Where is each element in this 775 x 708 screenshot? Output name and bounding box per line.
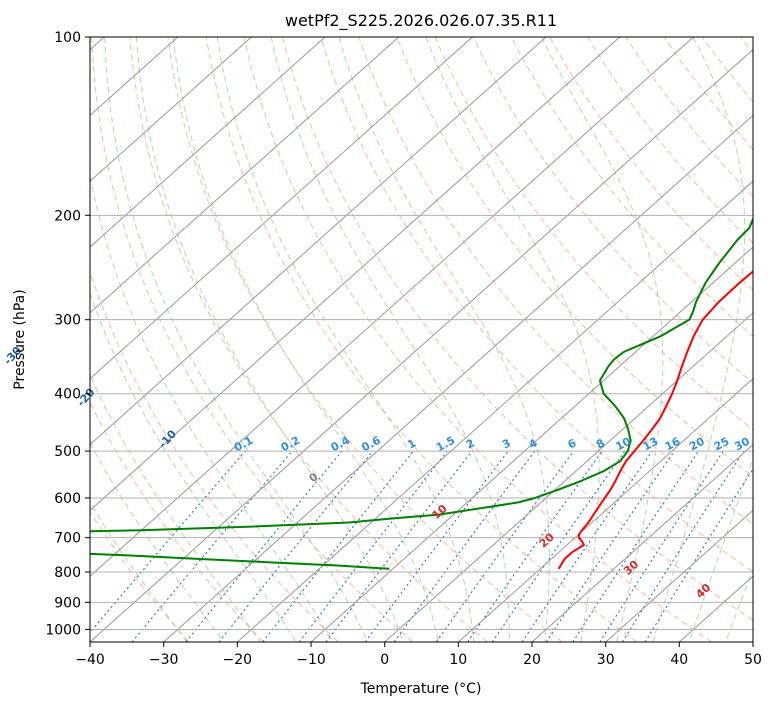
y-axis-label: Pressure (hPa)	[12, 289, 28, 389]
mixing-ratio-line	[218, 450, 374, 642]
isotherm-line	[163, 114, 753, 642]
mixing-ratio-label: 25	[712, 435, 732, 454]
x-tick-label: −30	[149, 652, 179, 668]
x-tick-label: −20	[223, 652, 253, 668]
mixing-ratio-line	[131, 450, 293, 642]
y-axis-ticks: 100 200 300 400 500 600 700 800 900 1000	[45, 30, 90, 638]
isotherm-line	[531, 443, 753, 642]
gridlines	[90, 37, 753, 642]
mixing-ratio-line	[185, 450, 343, 642]
mixing-ratio-label: 10	[613, 435, 633, 454]
isotherm-line	[90, 48, 753, 642]
dry-adiabat-line	[129, 37, 488, 642]
mixing-ratio-line	[325, 450, 473, 642]
moist-adiabat-line	[90, 173, 333, 642]
isotherm-line	[90, 37, 252, 182]
y-tick-label: 600	[54, 491, 81, 507]
moist-adiabat-line	[90, 441, 225, 642]
isotherm-line	[236, 180, 753, 642]
dry-adiabat-line	[167, 37, 563, 642]
x-tick-label: 30	[597, 652, 615, 668]
y-tick-label: 500	[54, 444, 81, 460]
dry-adiabat-line	[90, 510, 190, 642]
x-tick-label: 40	[670, 652, 688, 668]
y-tick-label: 800	[54, 565, 81, 581]
dry-adiabat-line	[320, 37, 753, 573]
chart-title: wetPf2_S225.2026.026.07.35.R11	[285, 11, 557, 31]
moist-adiabat-line	[338, 37, 550, 642]
moist-adiabat-line	[172, 37, 439, 642]
moist-adiabat-line	[216, 37, 475, 642]
isotherm-line	[310, 246, 753, 642]
dewpoint-profile-line	[90, 216, 753, 570]
mixing-ratio-label: 20	[687, 435, 707, 454]
isotherm-line	[90, 37, 400, 314]
mixing-ratio-label: 13	[641, 435, 661, 454]
mixing-ratio-line	[298, 450, 448, 642]
isotherm-line	[384, 312, 753, 642]
isotherm-line	[90, 37, 547, 446]
y-tick-label: 700	[54, 531, 81, 547]
dry-adiabat-line	[282, 37, 753, 621]
isotherm-line	[90, 37, 326, 248]
mixing-ratio-label: 16	[663, 435, 683, 454]
moist-adiabat-line	[90, 501, 188, 642]
dry-adiabat-line	[511, 37, 753, 338]
mixing-ratio-line	[90, 450, 246, 634]
y-tick-label: 100	[54, 30, 81, 46]
moist-adiabat-line	[135, 37, 404, 642]
dry-adiabat-line	[90, 270, 339, 642]
x-tick-label: 10	[449, 652, 467, 668]
y-tick-label: 900	[54, 595, 81, 611]
dry-adiabat-line	[549, 37, 753, 291]
dry-adiabat-line	[205, 37, 638, 642]
isotherm-line	[605, 509, 753, 642]
plot-area	[90, 37, 753, 642]
moist-adiabat-line	[541, 37, 664, 642]
y-tick-label: 300	[54, 313, 81, 329]
isotherm-line	[90, 37, 694, 577]
isotherm-line	[90, 37, 473, 380]
moist-adiabat-line	[90, 374, 261, 642]
isotherm-line	[90, 37, 621, 512]
mixing-ratio-label: 30	[732, 435, 752, 454]
mixing-ratio-line	[572, 450, 700, 642]
moist-adiabat-line	[425, 37, 600, 642]
y-tick-label: 1000	[45, 622, 81, 638]
dry-adiabat-line	[434, 37, 753, 431]
x-tick-label: 0	[380, 652, 389, 668]
x-tick-label: −40	[75, 652, 105, 668]
dry-adiabat-line	[472, 37, 753, 384]
moist-adiabat-line	[688, 457, 753, 642]
x-tick-label: 50	[744, 652, 762, 668]
x-tick-label: 20	[523, 652, 541, 668]
mixing-ratio-line	[599, 450, 724, 642]
moist-adiabat-line	[270, 37, 510, 642]
series-lines	[90, 216, 753, 570]
mixing-ratio-line	[393, 450, 536, 642]
x-axis-ticks: −40 −30 −20 −10 0 10 20 30 40 50	[75, 642, 762, 668]
moist-adiabat-line	[104, 37, 369, 642]
moist-adiabat-line	[725, 568, 753, 642]
x-tick-label: −10	[296, 652, 326, 668]
x-axis-label: Temperature (°C)	[360, 681, 482, 697]
y-tick-label: 200	[54, 208, 81, 224]
isotherm-line	[457, 378, 753, 642]
plot-frame	[89, 36, 754, 643]
temperature-profile-line	[557, 270, 753, 570]
mixing-ratio-line	[467, 450, 603, 642]
dry-adiabat-line	[396, 37, 753, 478]
y-tick-label: 400	[54, 387, 81, 403]
